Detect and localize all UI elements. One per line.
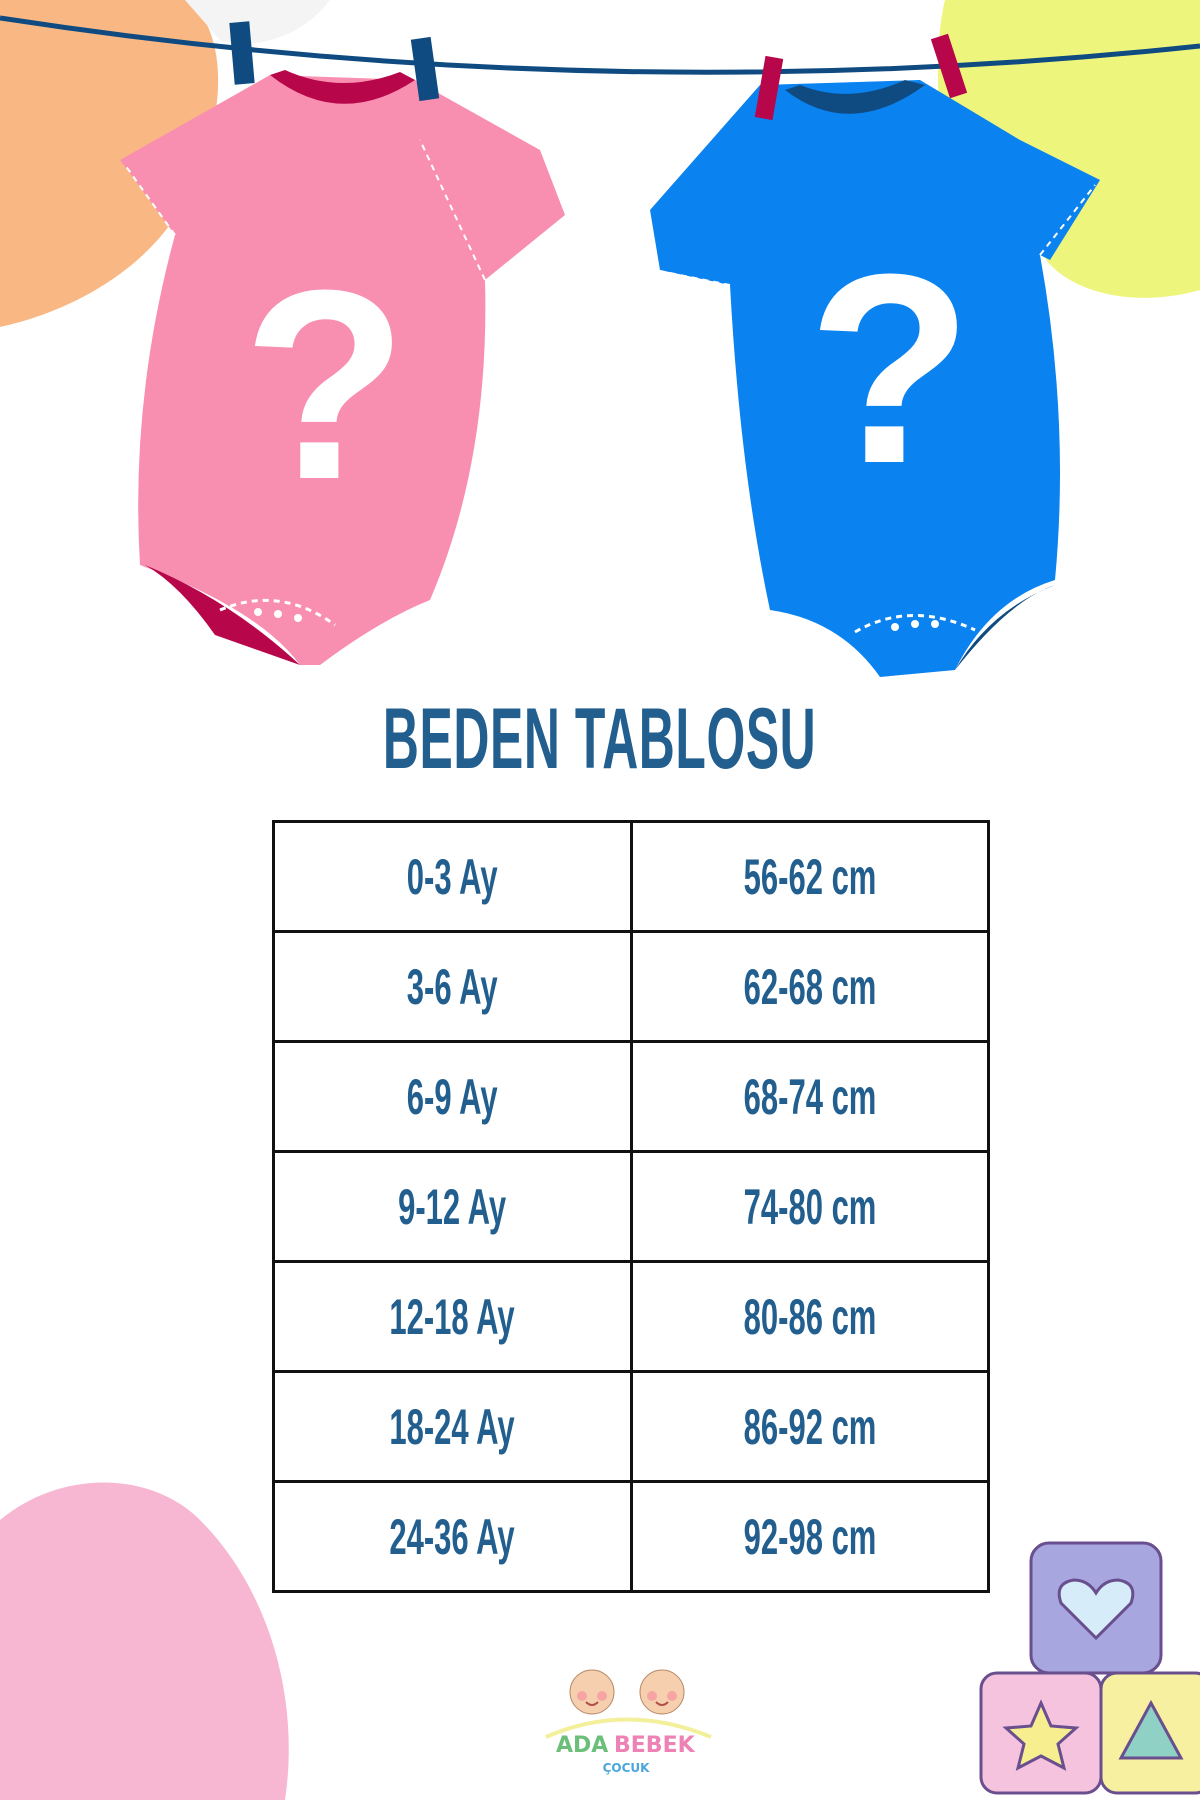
orange-blob <box>0 0 219 327</box>
age-cell: 24-36 Ay <box>272 1480 633 1593</box>
yellow-blob <box>937 0 1200 298</box>
size-table: 0-3 Ay 56-62 cm 3-6 Ay 62-68 cm 6-9 Ay 68-74 … <box>272 820 990 1593</box>
ada-bebek-logo: ADA BEBEK ÇOCUK <box>545 1669 712 1775</box>
age-cell: 9-12 Ay <box>272 1150 633 1263</box>
table-row: 18-24 Ay 86-92 cm <box>272 1370 990 1483</box>
age-cell: 12-18 Ay <box>272 1260 633 1373</box>
age-cell: 18-24 Ay <box>272 1370 633 1483</box>
white-circle-blob <box>185 0 330 44</box>
clothespin <box>410 36 440 102</box>
table-row: 6-9 Ay 68-74 cm <box>272 1040 990 1153</box>
pink-onesie: ? <box>120 21 565 665</box>
clothespin <box>229 21 255 85</box>
table-row: 3-6 Ay 62-68 cm <box>272 930 990 1043</box>
svg-text:ADA: ADA <box>556 1733 608 1758</box>
height-cell: 56-62 cm <box>629 820 990 933</box>
age-cell: 3-6 Ay <box>272 930 633 1043</box>
blue-onesie: ? <box>650 33 1100 677</box>
clothesline <box>0 15 1200 75</box>
question-mark-icon: ? <box>243 235 408 536</box>
height-cell: 74-80 cm <box>629 1150 990 1263</box>
height-cell: 86-92 cm <box>629 1370 990 1483</box>
age-cell: 6-9 Ay <box>272 1040 633 1153</box>
height-cell: 68-74 cm <box>629 1040 990 1153</box>
question-mark-icon: ? <box>808 219 973 520</box>
toy-blocks-illustration <box>979 1541 1200 1795</box>
onesies-illustration: ? ? <box>0 15 1200 677</box>
clothespin <box>930 33 968 99</box>
clothespin <box>754 55 784 121</box>
svg-text:BEBEK: BEBEK <box>614 1733 696 1758</box>
height-cell: 80-86 cm <box>629 1260 990 1373</box>
table-row: 9-12 Ay 74-80 cm <box>272 1150 990 1263</box>
table-row: 24-36 Ay 92-98 cm <box>272 1480 990 1593</box>
heart-icon <box>1057 1578 1135 1641</box>
height-cell: 62-68 cm <box>629 930 990 1043</box>
age-cell: 0-3 Ay <box>272 820 633 933</box>
table-row: 12-18 Ay 80-86 cm <box>272 1260 990 1373</box>
svg-text:ÇOCUK: ÇOCUK <box>603 1761 651 1775</box>
star-icon <box>1002 1699 1080 1771</box>
table-row: 0-3 Ay 56-62 cm <box>272 820 990 933</box>
triangle-icon <box>1118 1699 1184 1760</box>
page-title: BEDEN TABLOSU <box>383 691 817 787</box>
pink-blob <box>0 1482 289 1800</box>
height-cell: 92-98 cm <box>629 1480 990 1593</box>
